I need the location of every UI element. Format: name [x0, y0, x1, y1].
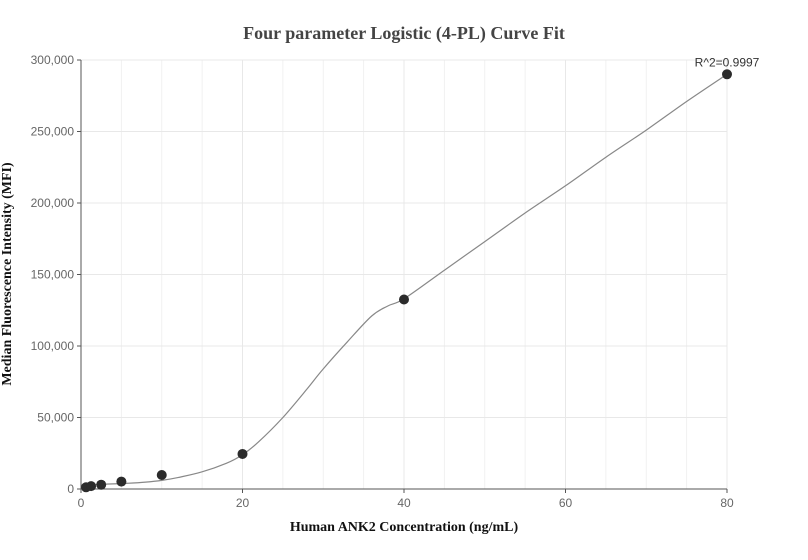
fit-curve [80, 73, 728, 486]
data-point [156, 469, 167, 480]
x-tick-label: 80 [720, 496, 734, 510]
y-tick-label: 0 [67, 482, 74, 496]
y-axis-ticks: 0 50,000 100,000 150,000 200,000 250,000 300,0… [31, 53, 81, 496]
r-squared-annotation: R^2=0.9997 [695, 55, 760, 69]
x-axis-title: Human ANK2 Concentration (ng/mL) [290, 520, 519, 535]
y-tick-label: 100,000 [31, 339, 75, 353]
grid [81, 59, 728, 489]
y-tick-label: 300,000 [31, 53, 75, 67]
x-tick-label: 0 [78, 496, 85, 510]
y-tick-label: 150,000 [31, 268, 75, 282]
data-point [237, 448, 248, 459]
data-point [86, 481, 97, 492]
data-point [116, 476, 127, 487]
data-points [81, 69, 732, 493]
y-axis-title: Median Fluorescence Intensity (MFI) [0, 162, 15, 386]
data-point [399, 294, 409, 305]
chart-title: Four parameter Logistic (4-PL) Curve Fit [243, 23, 565, 44]
x-tick-label: 40 [397, 496, 411, 510]
y-tick-label: 250,000 [31, 125, 75, 139]
y-tick-label: 50,000 [37, 411, 74, 425]
x-axis-ticks: 0 20 40 60 80 [78, 489, 734, 510]
data-point [96, 479, 107, 490]
data-point [722, 69, 732, 80]
x-tick-label: 60 [559, 496, 573, 510]
y-tick-label: 200,000 [31, 196, 75, 210]
x-tick-label: 20 [236, 496, 250, 510]
